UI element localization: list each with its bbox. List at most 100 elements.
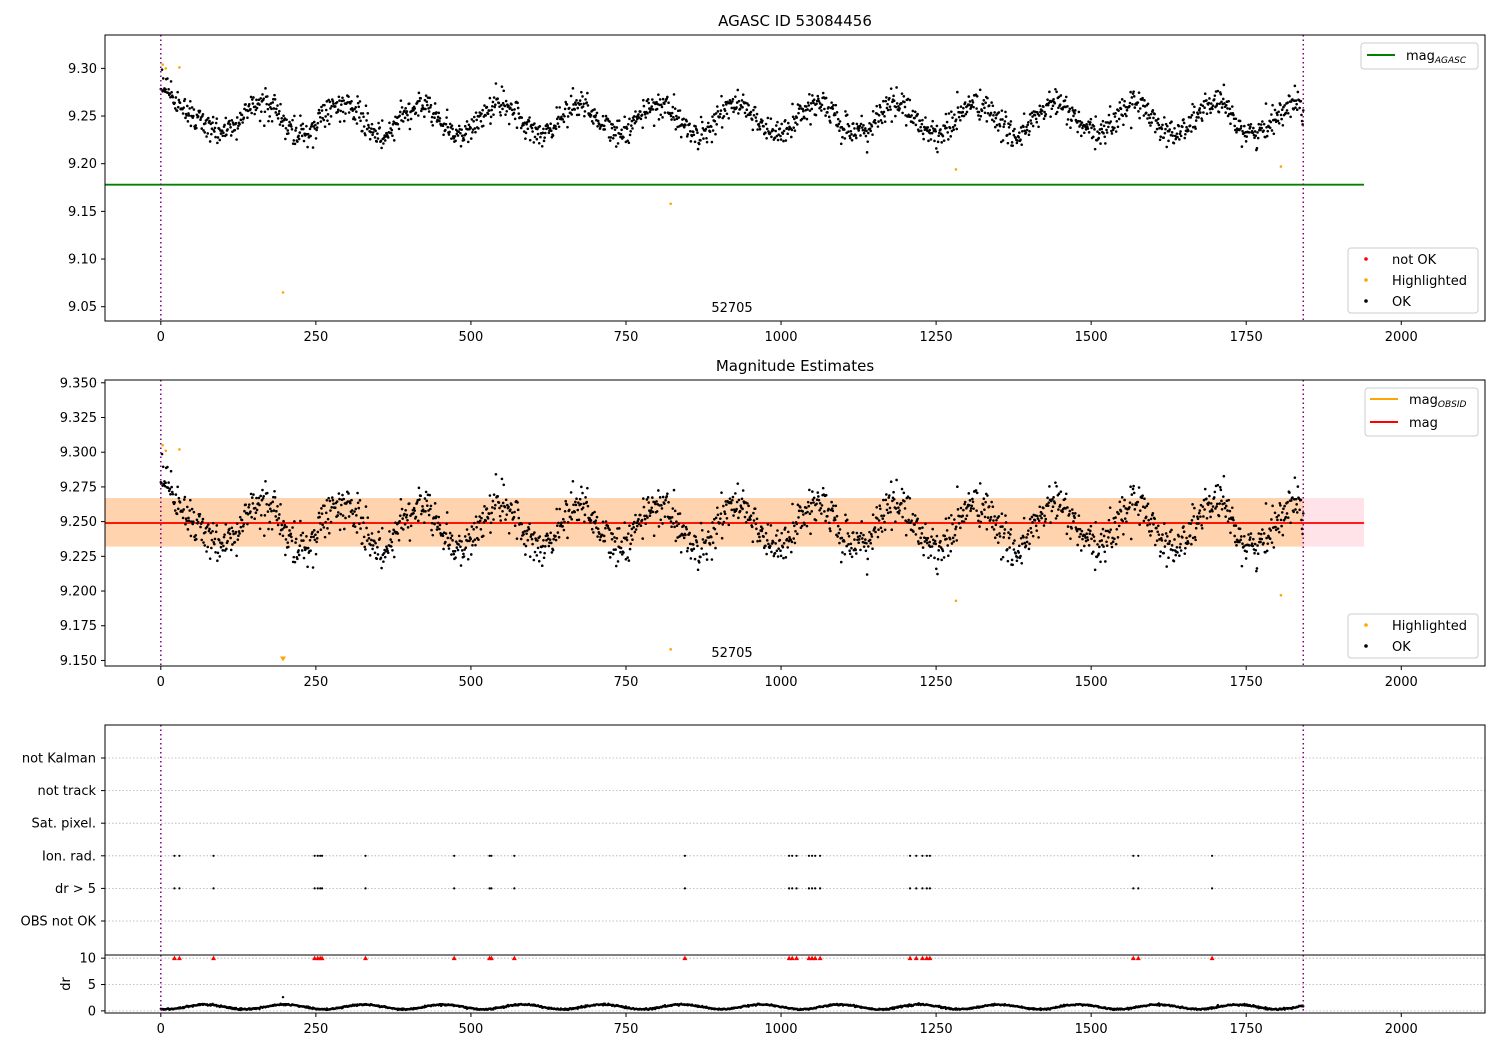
- point-ok: [266, 491, 269, 495]
- point-ok: [930, 545, 934, 548]
- point-ok: [1262, 541, 1265, 545]
- point-ok: [1083, 534, 1087, 537]
- point-ok: [259, 513, 263, 517]
- point-ok: [1282, 507, 1285, 511]
- point-ok: [879, 105, 882, 109]
- point-ok: [1161, 533, 1164, 536]
- point-ok: [457, 543, 460, 546]
- point-ok: [971, 500, 975, 504]
- point-ok: [213, 542, 216, 546]
- point-ok: [1179, 130, 1182, 133]
- point-ok: [1066, 506, 1069, 509]
- point-ok: [969, 507, 973, 510]
- point-ok: [786, 121, 790, 125]
- point-ok: [462, 552, 465, 556]
- point-ok: [930, 131, 934, 135]
- point-ok: [1029, 526, 1033, 530]
- point-ok: [847, 130, 850, 133]
- point-ok: [1259, 540, 1262, 544]
- point-ok: [164, 481, 167, 485]
- point-ok: [859, 531, 863, 535]
- point-ok: [782, 129, 786, 133]
- point-ok: [478, 515, 481, 518]
- point-ok: [796, 123, 799, 126]
- point-ok: [289, 532, 293, 536]
- point-ok: [1226, 107, 1229, 110]
- point-ok: [824, 493, 828, 497]
- point-ok: [990, 525, 994, 529]
- point-ok: [883, 114, 886, 118]
- point-ok: [996, 129, 1000, 132]
- point-ok: [1300, 518, 1303, 522]
- point-ok: [1199, 111, 1202, 114]
- point-ok: [684, 123, 687, 127]
- point-ok: [998, 124, 1002, 128]
- point-ok: [397, 539, 401, 542]
- point-ok: [525, 529, 529, 532]
- legend-mag-obsid-sub: OBSID: [1438, 400, 1467, 410]
- point-ok: [312, 125, 315, 128]
- point-ok: [1276, 518, 1279, 522]
- point-ok: [619, 132, 623, 136]
- point-ok: [370, 532, 374, 535]
- point-ok: [1049, 521, 1052, 524]
- point-ok: [886, 511, 890, 515]
- point-ok: [719, 109, 723, 112]
- point-ok: [319, 120, 323, 123]
- point-ok: [201, 517, 205, 521]
- point-ok: [663, 111, 667, 114]
- point-ok: [394, 521, 397, 524]
- point-ok: [722, 104, 725, 107]
- point-ok: [669, 114, 673, 118]
- point-ok: [1301, 109, 1305, 112]
- point-ok: [504, 99, 508, 103]
- point-ok: [261, 93, 264, 96]
- point-ok: [823, 510, 826, 513]
- point-ok: [1117, 117, 1121, 121]
- point-ok: [350, 509, 354, 512]
- point-ok: [281, 120, 284, 123]
- point-ok: [1090, 537, 1093, 541]
- point-ok: [187, 519, 191, 523]
- point-ok: [475, 118, 478, 122]
- point-ok: [210, 132, 213, 136]
- point-ok: [917, 129, 921, 133]
- point-ok: [362, 521, 365, 524]
- point-ok: [1232, 117, 1236, 121]
- point-ok: [719, 112, 722, 116]
- point-ok: [1245, 135, 1249, 138]
- point-ok: [876, 125, 880, 128]
- point-ok: [549, 129, 553, 132]
- point-ok: [858, 124, 862, 128]
- point-ok: [910, 519, 913, 522]
- point-ok: [847, 124, 851, 128]
- point-ok: [939, 128, 942, 131]
- point-ok: [628, 547, 632, 551]
- point-ok: [500, 504, 503, 508]
- point-ok: [957, 521, 961, 525]
- point-ok: [374, 129, 377, 133]
- point-ok: [964, 517, 968, 521]
- point-ok: [754, 116, 758, 119]
- point-ok: [570, 113, 574, 116]
- point-ok: [491, 100, 495, 104]
- point-ok: [1247, 533, 1250, 536]
- point-ok: [641, 537, 645, 540]
- point-ok: [1051, 498, 1054, 501]
- point-ok: [785, 126, 789, 130]
- point-ok: [749, 514, 753, 518]
- point-ok: [925, 538, 928, 542]
- flag-event-point: [1211, 854, 1214, 857]
- point-ok: [940, 141, 944, 144]
- point-ok: [1131, 487, 1135, 491]
- panel-2-title: Magnitude Estimates: [716, 357, 874, 375]
- point-ok: [811, 490, 814, 493]
- point-ok: [1149, 124, 1152, 127]
- point-ok: [367, 533, 370, 537]
- point-ok: [1131, 92, 1135, 95]
- point-ok: [1211, 505, 1215, 508]
- point-ok: [623, 521, 626, 524]
- point-ok: [386, 551, 390, 555]
- point-ok: [1211, 104, 1215, 107]
- point-ok: [786, 530, 790, 534]
